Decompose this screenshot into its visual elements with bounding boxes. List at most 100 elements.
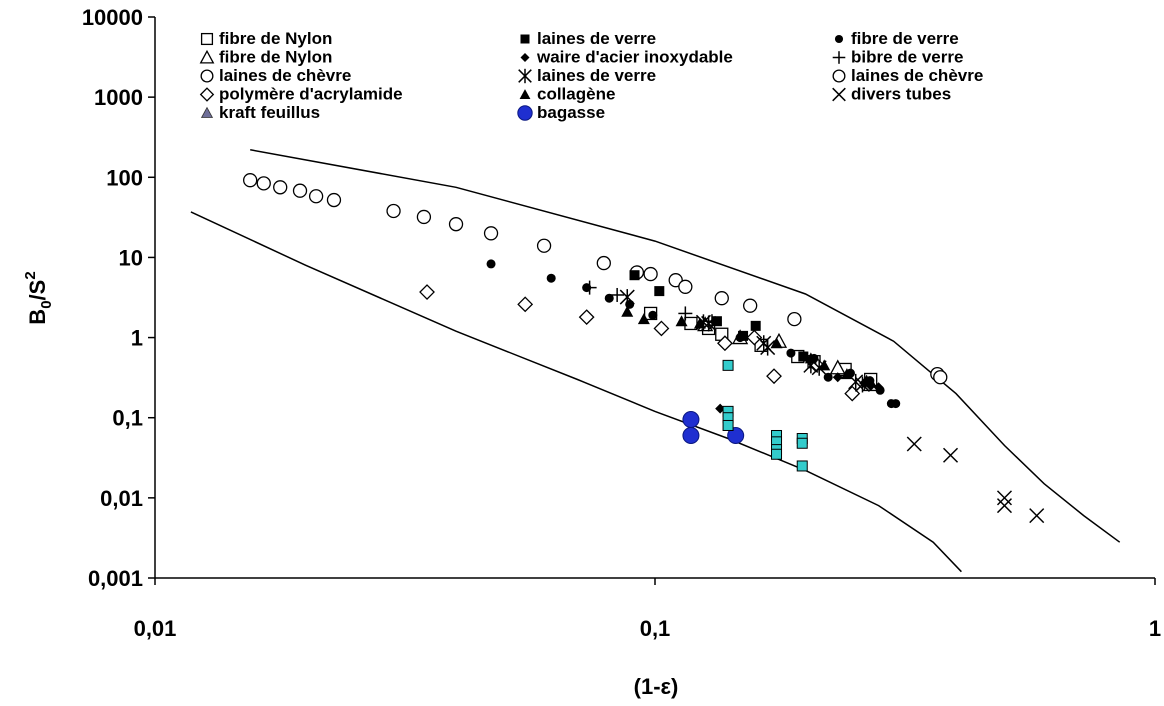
data-point (629, 270, 640, 281)
legend-label: polymère d'acrylamide (219, 85, 403, 104)
data-point (256, 176, 271, 191)
data-point (653, 320, 670, 337)
data-point (875, 385, 885, 395)
data-point (678, 306, 693, 321)
legend-marker (517, 105, 533, 121)
data-point (675, 315, 688, 327)
data-point (648, 310, 658, 320)
data-point (546, 273, 556, 283)
reference-curve (250, 149, 1121, 543)
legend-label: fibre de verre (851, 29, 959, 48)
data-point (610, 287, 625, 302)
data-point (796, 460, 808, 472)
data-point (743, 298, 758, 313)
legend-label: laines de verre (537, 29, 656, 48)
x-tick-label: 0,01 (134, 616, 177, 641)
data-point (483, 226, 499, 241)
data-point (668, 273, 683, 288)
legend-label: fibre de Nylon (219, 29, 332, 48)
legend-label: laines de verre (537, 66, 656, 85)
data-point (771, 448, 783, 460)
y-axis-title: B0/S2 (22, 271, 55, 324)
data-point (621, 305, 634, 317)
data-point (714, 291, 729, 306)
data-point (654, 286, 665, 297)
data-point (448, 217, 464, 232)
data-point (416, 209, 432, 225)
series-13 (722, 359, 808, 472)
x-axis-title: (1-ε) (634, 674, 679, 699)
data-point (996, 490, 1013, 506)
legend-item: fibre de Nylon (200, 29, 332, 48)
data-point (678, 279, 693, 294)
legend-item: fibre de Nylon (199, 48, 332, 67)
legend-item: kraft feuillus (200, 103, 320, 122)
legend-label: laines de chèvre (851, 66, 983, 85)
data-point (682, 426, 700, 444)
legend-label: fibre de Nylon (219, 48, 332, 67)
data-point (845, 368, 855, 378)
data-point (798, 351, 809, 362)
y-axis-title-mid: /S (25, 280, 50, 301)
data-point (604, 293, 614, 303)
data-point (796, 437, 808, 449)
data-point (308, 189, 324, 204)
legend-marker (200, 106, 214, 118)
legend-item: divers tubes (832, 85, 951, 104)
legend-marker (834, 34, 844, 44)
axes: 0,001 0,01 0,1 1 10 100 1000 10000 0,01 0,1 1 (82, 5, 1161, 641)
data-point (292, 183, 308, 198)
data-point (386, 203, 401, 219)
legend-label: bibre de verre (851, 48, 963, 67)
data-point (891, 399, 901, 409)
data-point (996, 498, 1013, 514)
data-point (486, 259, 496, 269)
data-point (722, 419, 734, 431)
y-tick-label: 0,01 (100, 486, 143, 511)
series-12 (906, 436, 1045, 524)
legend-label: divers tubes (851, 85, 951, 104)
data-point (787, 311, 802, 327)
data-point (770, 337, 783, 349)
data-point (735, 333, 745, 343)
y-tick-label: 10000 (82, 5, 143, 30)
data-point (746, 329, 763, 346)
legend-label: waire d'acier inoxydable (536, 48, 733, 67)
data-point (596, 255, 611, 271)
data-point (578, 309, 595, 326)
data-point (818, 359, 831, 371)
legend-label: bagasse (537, 103, 605, 122)
legend-item: laines de verre (518, 66, 656, 85)
legend-marker (520, 34, 530, 44)
reference-curve (190, 211, 962, 573)
data-points (243, 173, 1045, 524)
data-point (750, 320, 761, 331)
y-tick-label: 1 (131, 326, 143, 351)
legend-label: collagène (537, 85, 615, 104)
series-2 (243, 173, 948, 385)
legend-marker (520, 53, 530, 62)
legend-marker (200, 69, 214, 83)
legend-item: collagène (519, 85, 615, 104)
x-tick-label: 1 (1149, 616, 1161, 641)
data-point (582, 280, 597, 295)
data-point (943, 447, 959, 463)
legend-item: polymère d'acrylamide (199, 85, 403, 104)
data-point (760, 339, 776, 356)
data-point (906, 436, 922, 452)
data-point (693, 317, 706, 329)
data-point (517, 296, 534, 313)
data-point (419, 284, 435, 300)
y-axis-title-sub: 0 (38, 300, 55, 308)
series-11 (582, 280, 719, 329)
legend-item: waire d'acier inoxydable (520, 48, 733, 67)
y-axis-title-main: B (25, 309, 50, 325)
legend-label: kraft feuillus (219, 103, 320, 122)
data-point (637, 313, 650, 325)
data-point (536, 238, 552, 253)
legend-marker (200, 32, 214, 46)
y-tick-label: 100 (106, 165, 143, 190)
data-point (786, 348, 796, 358)
y-tick-label: 1000 (94, 85, 143, 110)
data-point (625, 299, 635, 309)
